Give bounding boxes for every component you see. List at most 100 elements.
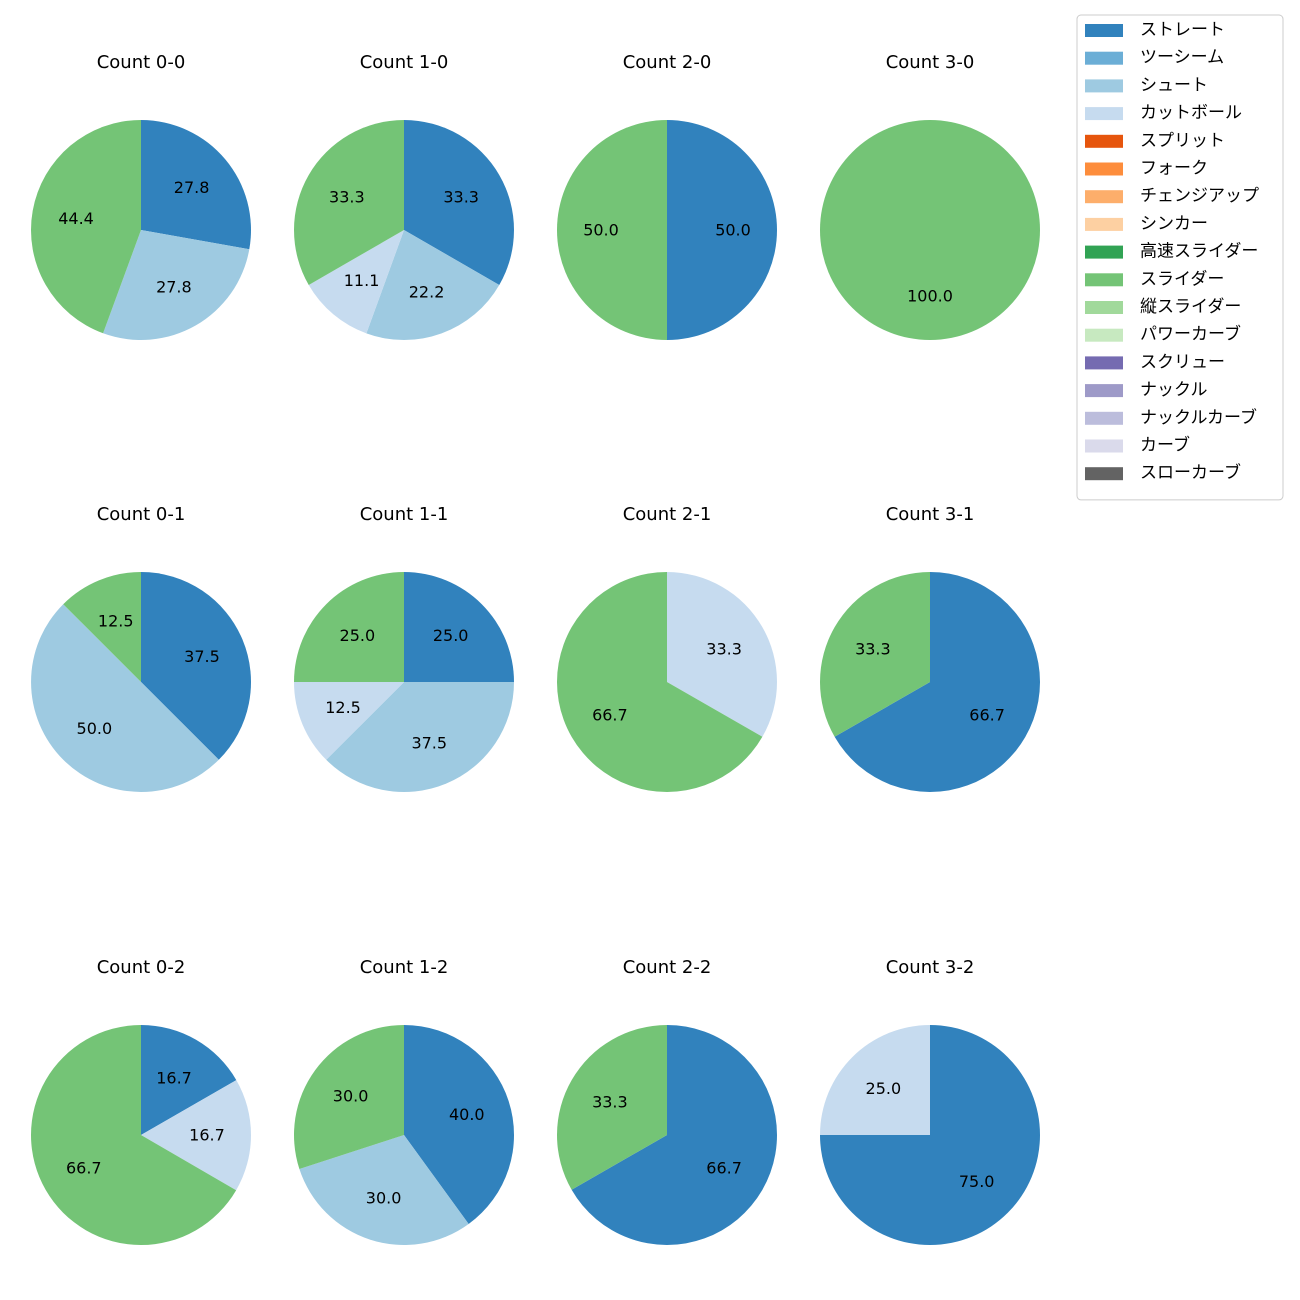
pie-title: Count 0-2: [97, 957, 186, 978]
legend-item: スクリュー: [1085, 352, 1225, 372]
legend-item: 高速スライダー: [1085, 242, 1258, 262]
slice-label: 16.7: [189, 1126, 225, 1145]
legend-swatch: [1085, 134, 1123, 148]
slice-ストレート: [404, 1025, 514, 1224]
pie-count-0-2: Count 0-2 16.7 16.7 66.7: [30, 957, 252, 1246]
slice-label: 22.2: [409, 283, 445, 302]
slice-label: 25.0: [866, 1079, 902, 1098]
slice-スライダー: [820, 572, 930, 737]
pie-title: Count 1-1: [360, 504, 449, 525]
slice-label: 66.7: [706, 1159, 742, 1178]
pie-count-0-0: Count 0-0 27.8 27.8 44.4: [31, 52, 251, 340]
slice-スライダー: [556, 1025, 667, 1190]
pie-title: Count 1-2: [360, 957, 449, 978]
slice-label: 40.0: [449, 1105, 485, 1124]
legend-label: パワーカーブ: [1140, 324, 1241, 345]
slice-label: 33.3: [855, 639, 891, 658]
slice-label: 66.7: [969, 706, 1005, 725]
legend-label: 高速スライダー: [1140, 242, 1258, 262]
legend-label: チェンジアップ: [1140, 186, 1259, 206]
pie-title: Count 3-0: [886, 52, 975, 73]
slice-label: 11.1: [344, 271, 380, 290]
slice-シュート: [366, 230, 500, 340]
legend-item: スライダー: [1085, 269, 1224, 289]
slice-カットボール: [308, 230, 404, 334]
legend-swatch: [1085, 273, 1123, 287]
pie-title: Count 2-0: [623, 52, 712, 73]
slice-スライダー: [556, 572, 763, 792]
legend-swatch: [1085, 411, 1123, 425]
legend-swatch: [1085, 24, 1123, 37]
slice-label: 33.3: [592, 1092, 628, 1111]
slice-ストレート: [141, 572, 251, 760]
slice-label: 50.0: [715, 221, 751, 240]
pie-title: Count 1-0: [360, 52, 449, 73]
legend-item: ツーシーム: [1085, 48, 1224, 68]
slice-label: 100.0: [907, 287, 953, 306]
legend-item: スローカーブ: [1085, 462, 1241, 483]
legend-item: フォーク: [1085, 159, 1208, 179]
legend-label: ナックルカーブ: [1140, 407, 1257, 428]
slice-カットボール: [667, 572, 777, 737]
legend-item: ナックルカーブ: [1085, 407, 1257, 428]
legend-item: ナックル: [1085, 380, 1208, 400]
legend-label: フォーク: [1140, 159, 1208, 179]
pie-count-1-2: Count 1-2 40.0 30.0 30.0: [294, 957, 514, 1245]
legend-label: スライダー: [1140, 269, 1224, 289]
legend-item: シュート: [1085, 75, 1208, 95]
legend-label: スローカーブ: [1140, 462, 1241, 483]
slice-シュート: [299, 1135, 469, 1245]
slice-ストレート: [667, 120, 777, 340]
slice-ストレート: [571, 1025, 777, 1245]
slice-ストレート: [834, 572, 1040, 792]
slice-スライダー: [557, 120, 667, 340]
legend-swatch: [1085, 356, 1123, 370]
legend-swatch: [1085, 384, 1123, 398]
legend-swatch: [1085, 301, 1123, 314]
legend-swatch: [1085, 79, 1123, 93]
legend-item: シンカー: [1085, 214, 1208, 234]
slice-ストレート: [141, 120, 251, 250]
legend-label: ナックル: [1140, 380, 1208, 400]
pie-title: Count 0-0: [97, 52, 186, 73]
pie-count-2-2: Count 2-2 66.7 33.3: [556, 957, 777, 1245]
slice-カットボール: [294, 682, 404, 760]
pie-count-2-0: Count 2-0 50.0 50.0: [557, 52, 777, 340]
pie-count-3-0: Count 3-0 100.0: [820, 52, 1040, 340]
slice-ストレート: [404, 572, 514, 682]
pie-count-1-0: Count 1-0 33.3 22.2 11.1 33.3: [294, 52, 514, 340]
slice-label: 37.5: [411, 733, 447, 752]
legend-frame: [1076, 14, 1284, 501]
slice-シュート: [103, 230, 250, 340]
pie-count-3-1: Count 3-1 66.7 33.3: [820, 504, 1040, 792]
slice-ストレート: [141, 1025, 237, 1135]
slice-シュート: [31, 604, 219, 792]
slice-label: 25.0: [433, 626, 469, 645]
slice-スライダー: [30, 1025, 237, 1246]
slice-label: 27.8: [156, 278, 192, 297]
legend-item: チェンジアップ: [1085, 186, 1259, 206]
legend-label: カットボール: [1140, 103, 1242, 123]
legend-swatch: [1085, 439, 1123, 453]
slice-スライダー: [820, 120, 1040, 340]
legend-item: ストレート: [1085, 20, 1225, 40]
slice-label: 66.7: [592, 706, 628, 725]
pie-title: Count 3-2: [886, 957, 975, 978]
slice-label: 16.7: [156, 1068, 192, 1087]
pie-title: Count 2-1: [623, 504, 712, 525]
legend-item: 縦スライダー: [1085, 297, 1241, 317]
slice-ストレート: [404, 120, 514, 285]
pie-count-0-1: Count 0-1 37.5 50.0 12.5: [31, 504, 251, 792]
pies-layer: Count 0-0 27.8 27.8 44.4 Count 1-0 33.3 22.2 11…: [30, 52, 1040, 1246]
legend-label: カーブ: [1140, 435, 1190, 456]
slice-label: 25.0: [340, 626, 376, 645]
legend-label: シンカー: [1140, 214, 1208, 234]
pie-title: Count 2-2: [623, 957, 712, 978]
slice-label: 37.5: [184, 647, 220, 666]
slice-カットボール: [820, 1025, 930, 1135]
legend-swatch: [1085, 51, 1123, 65]
slice-label: 75.0: [959, 1172, 995, 1191]
slice-label: 33.3: [443, 188, 479, 207]
slice-label: 66.7: [66, 1158, 102, 1177]
